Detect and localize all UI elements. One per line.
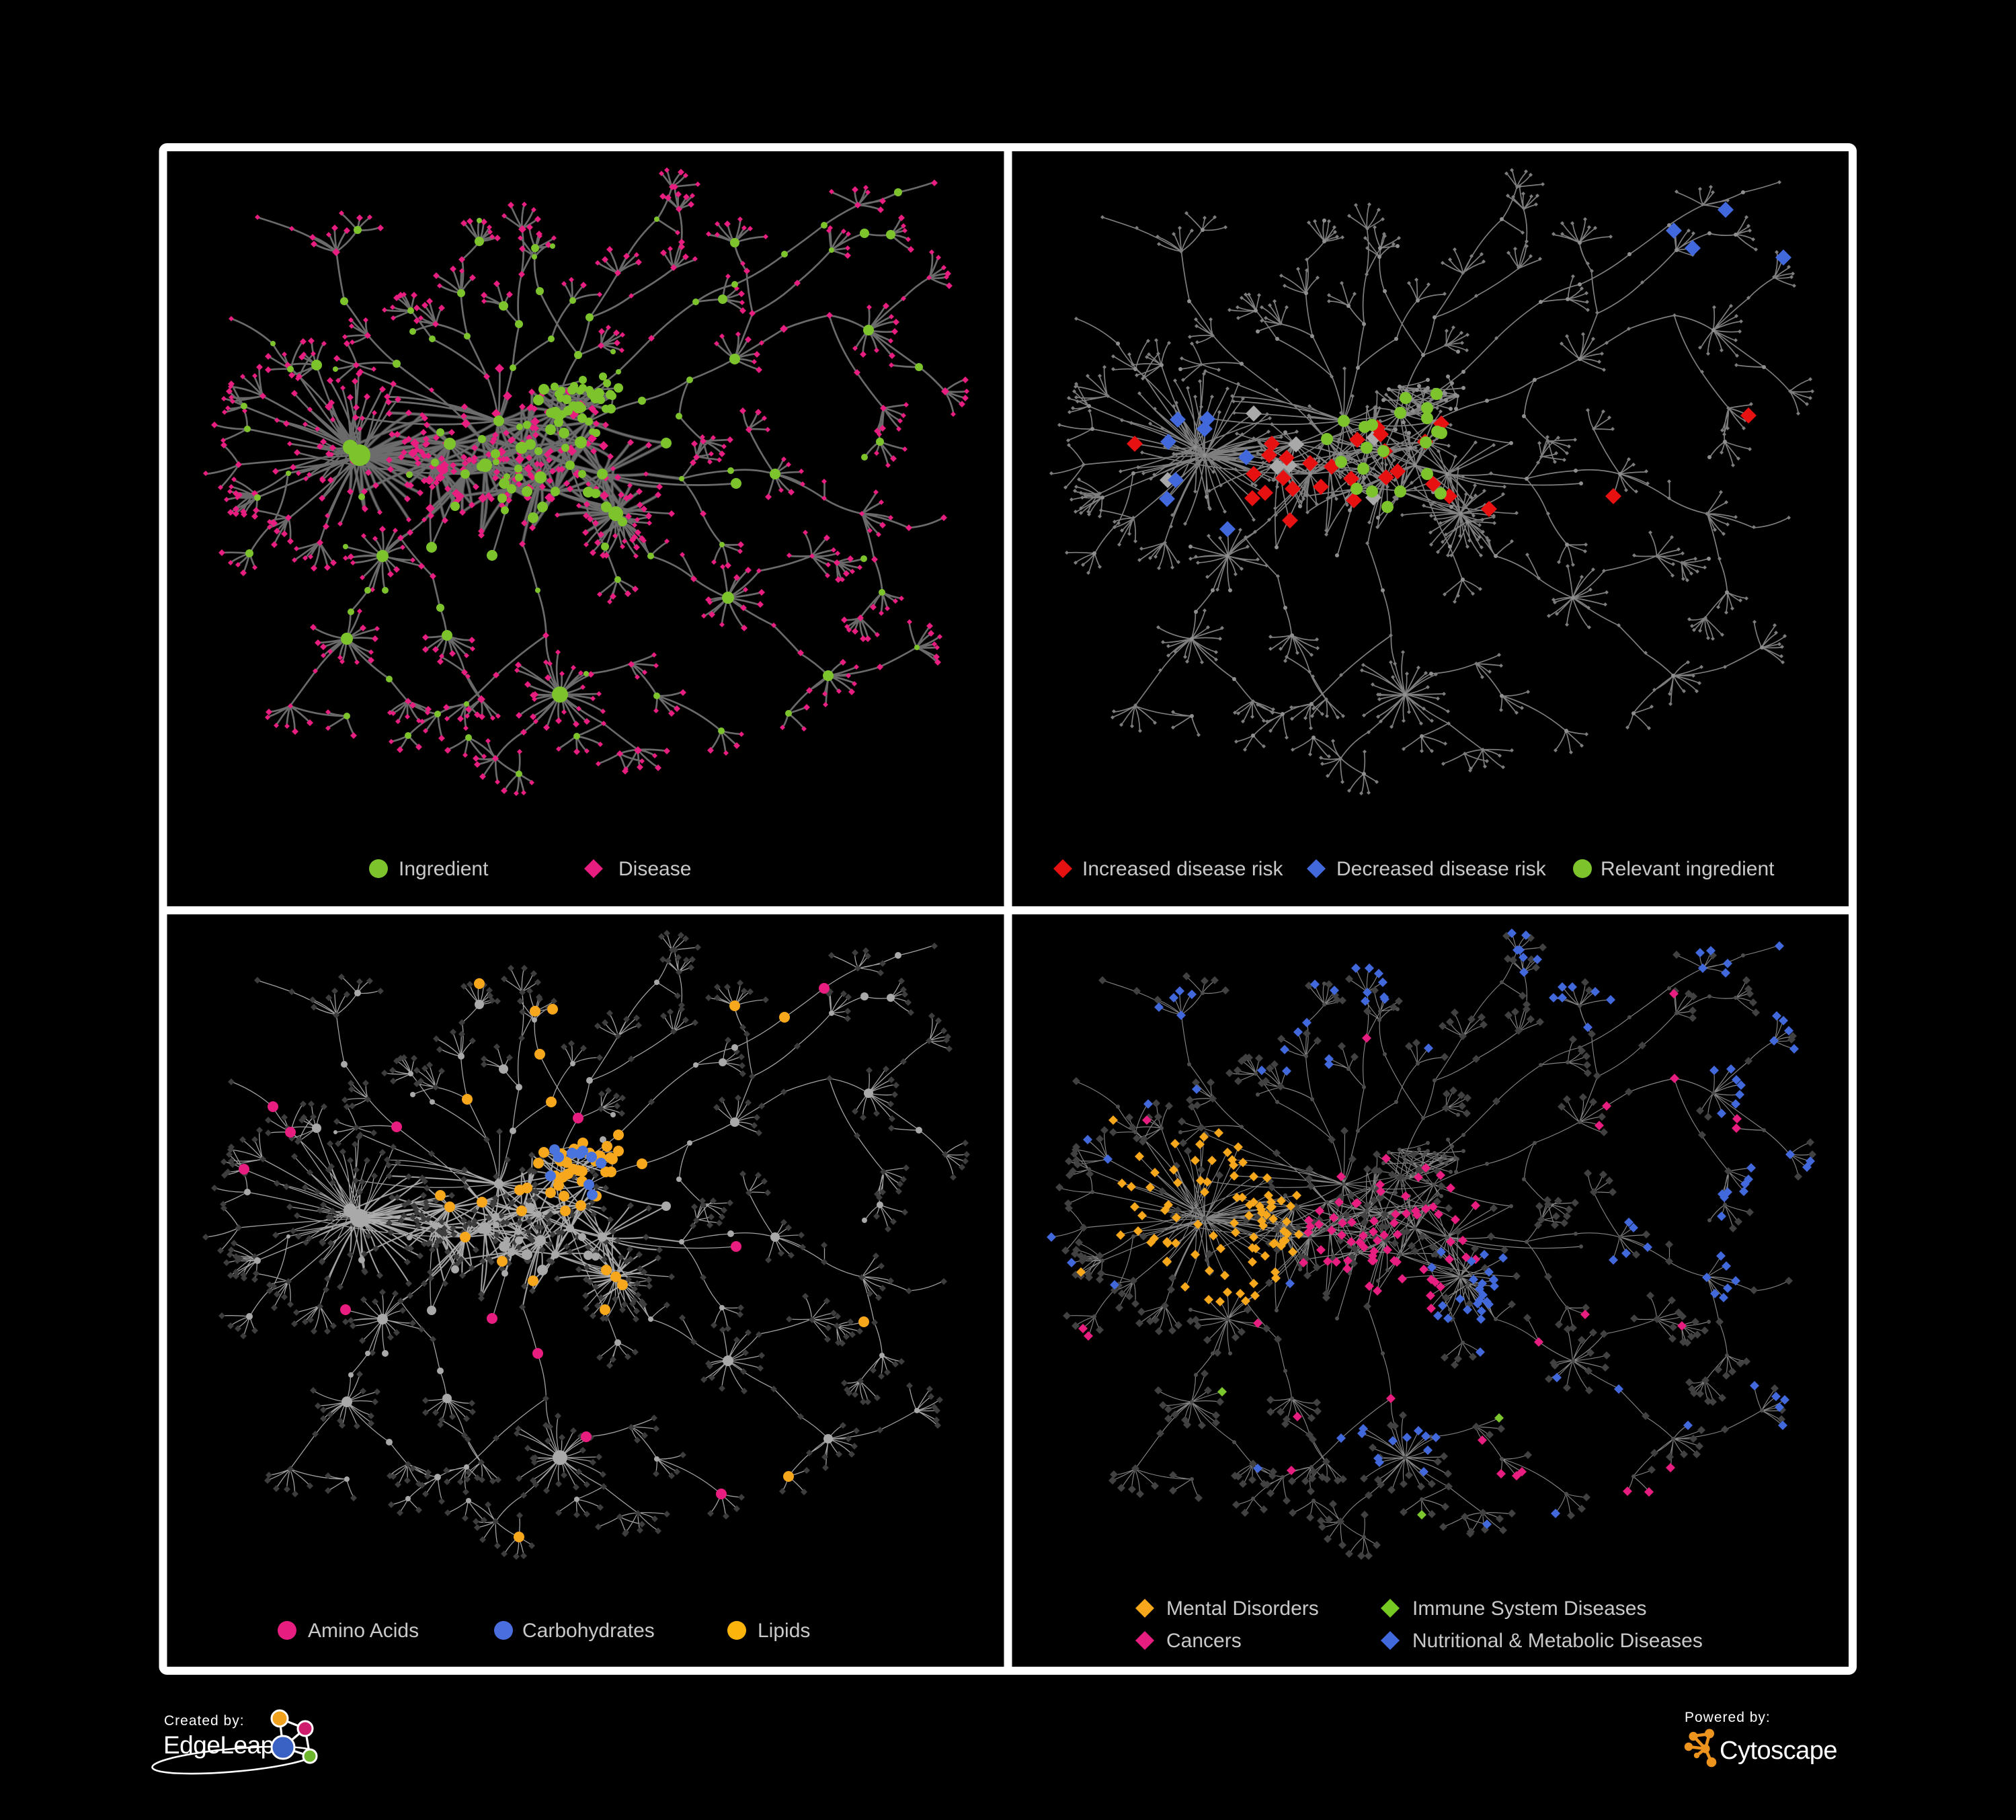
svg-text:Ingredient: Ingredient — [399, 858, 489, 880]
svg-text:Nutritional & Metabolic Diseas: Nutritional & Metabolic Diseases — [1412, 1630, 1703, 1652]
svg-text:Relevant ingredient: Relevant ingredient — [1601, 858, 1775, 880]
svg-text:Decreased disease risk: Decreased disease risk — [1336, 858, 1547, 880]
svg-text:EdgeLeap: EdgeLeap — [163, 1731, 274, 1759]
svg-text:Immune System Diseases: Immune System Diseases — [1412, 1597, 1646, 1620]
svg-text:Cytoscape: Cytoscape — [1720, 1737, 1837, 1765]
svg-text:Created by:: Created by: — [164, 1713, 245, 1729]
svg-text:Disease: Disease — [618, 858, 691, 880]
svg-text:Increased disease risk: Increased disease risk — [1082, 858, 1283, 880]
svg-text:Amino Acids: Amino Acids — [308, 1620, 419, 1642]
svg-text:Mental Disorders: Mental Disorders — [1166, 1597, 1319, 1620]
svg-text:Carbohydrates: Carbohydrates — [522, 1620, 655, 1642]
svg-text:Powered by:: Powered by: — [1685, 1710, 1771, 1725]
svg-text:Lipids: Lipids — [758, 1620, 810, 1642]
svg-text:Cancers: Cancers — [1166, 1630, 1242, 1652]
